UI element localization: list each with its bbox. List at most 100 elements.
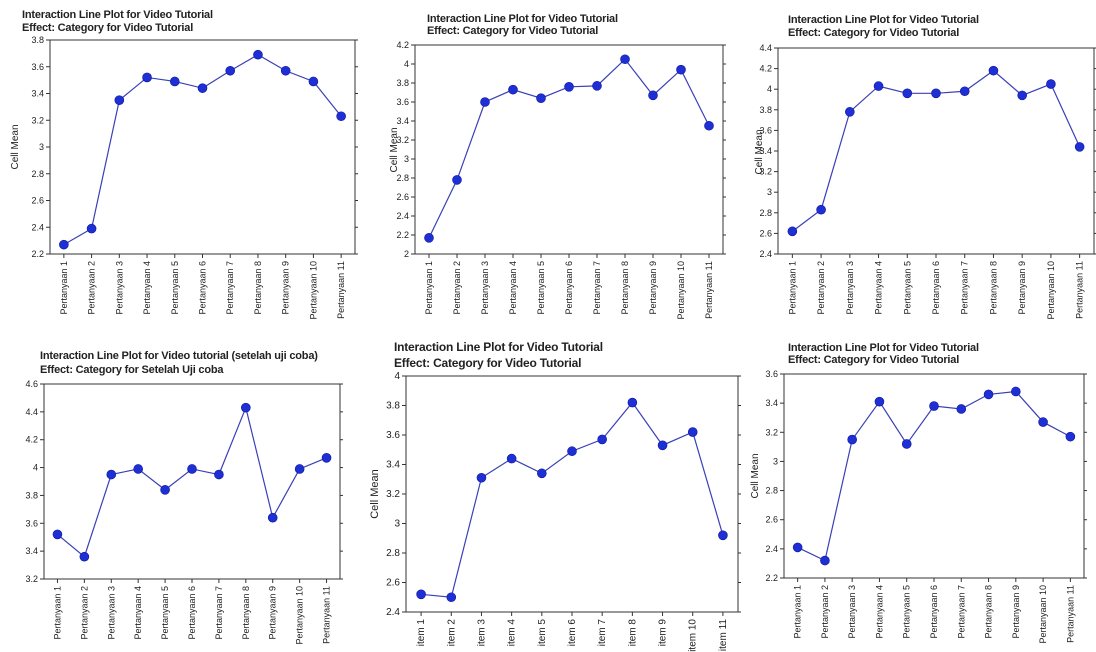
data-point — [225, 65, 236, 76]
data-point — [114, 95, 125, 105]
y-tick-label: 3 — [404, 154, 409, 164]
x-tick-label: Pertanyaan 2 — [79, 586, 89, 640]
x-tick-label: item 2 — [446, 619, 457, 647]
y-tick-label: 2.8 — [31, 169, 44, 179]
x-tick-label: Pertanyaan 1 — [52, 586, 62, 640]
data-point — [704, 120, 714, 131]
data-point — [929, 401, 939, 411]
data-point — [792, 542, 803, 553]
x-tick-label: Pertanyaan 11 — [336, 261, 346, 319]
x-tick-label: Pertanyaan 4 — [508, 261, 518, 315]
data-point — [160, 485, 170, 495]
x-tick-label: Pertanyaan 2 — [452, 261, 462, 315]
y-tick-label: 3.4 — [25, 546, 38, 556]
chart-svg: 2.4 2.6 2.8 3 3.2 3.4 3.6 3.8 4 4.2 4.4 Pertanyaan … — [754, 43, 1096, 320]
series-line — [421, 401, 724, 598]
data-point — [687, 427, 698, 437]
x-tick-label: Pertanyaan 7 — [225, 261, 235, 315]
y-tick-label: 2.2 — [765, 573, 778, 583]
x-tick-label: Pertanyaan 10 — [676, 261, 686, 320]
data-point — [214, 469, 224, 480]
y-tick-label: 2.4 — [386, 607, 400, 618]
y-axis-label: Cell Mean — [754, 129, 765, 174]
data-point — [1074, 142, 1085, 152]
x-tick-label: Pertanyaan 6 — [187, 586, 197, 640]
x-tick-label: item 4 — [507, 619, 518, 647]
y-axis-label: Cell Mean — [389, 127, 400, 172]
y-tick-label: 3.8 — [25, 490, 38, 500]
x-tick-label: Pertanyaan 9 — [648, 261, 658, 315]
chart-panel-2: Interaction Line Plot for Video Tutorial… — [365, 0, 730, 336]
data-point — [308, 76, 319, 87]
x-tick-label: Pertanyaan 1 — [793, 585, 803, 639]
x-tick-label: Pertanyaan 2 — [820, 585, 830, 639]
x-tick-label: Pertanyaan 3 — [845, 261, 855, 315]
y-tick-label: 2.6 — [396, 192, 409, 202]
y-tick-label: 3.2 — [396, 135, 409, 145]
chart-panel-1: Interaction Line Plot for Video Tutorial… — [0, 0, 360, 336]
data-point — [537, 468, 547, 479]
y-tick-label: 3.6 — [25, 518, 38, 528]
chart-subtitle: Effect: Category for Setelah Uji coba — [40, 364, 224, 376]
data-point — [187, 464, 197, 474]
data-point — [294, 464, 305, 474]
y-tick-label: 4.6 — [25, 379, 38, 389]
x-tick-label: Pertanyaan 6 — [931, 261, 941, 315]
x-tick-label: Pertanyaan 11 — [1065, 585, 1075, 643]
data-point — [902, 88, 913, 99]
data-point — [816, 204, 826, 215]
data-point — [508, 84, 518, 95]
y-tick-label: 2 — [404, 249, 409, 259]
y-tick-label: 3.4 — [759, 146, 772, 156]
data-point — [476, 472, 487, 483]
y-tick-label: 2.4 — [31, 222, 44, 232]
data-point — [931, 88, 941, 99]
chart-svg: 2.4 2.6 2.8 3 3.2 3.4 3.6 3.8 4 item 1 item 2 item … — [369, 371, 741, 652]
data-point — [416, 589, 426, 600]
y-tick-label: 2.6 — [31, 196, 44, 206]
y-tick-label: 3.6 — [396, 97, 409, 107]
data-point — [253, 49, 263, 60]
plot-frame — [49, 39, 356, 255]
chart-title: Interaction Line Plot for Video Tutorial — [427, 13, 618, 25]
chart-title: Interaction Line Plot for Video Tutorial — [394, 340, 603, 354]
x-tick-label: Pertanyaan 6 — [564, 261, 574, 315]
data-point — [59, 239, 69, 250]
data-point — [142, 72, 152, 83]
x-tick-label: Pertanyaan 9 — [1017, 261, 1027, 315]
x-tick-label: Pertanyaan 4 — [133, 586, 143, 640]
chart-svg: 2.2 2.4 2.6 2.8 3 3.2 3.4 3.6 3.8 Pertanyaan 1 Per… — [10, 35, 358, 320]
series-line — [63, 54, 342, 246]
x-tick-label: Pertanyaan 6 — [929, 585, 939, 639]
data-point — [267, 512, 278, 523]
chart-panel-4: Interaction Line Plot for Video tutorial… — [0, 340, 360, 652]
x-tick-label: Pertanyaan 5 — [170, 261, 180, 315]
data-point — [874, 396, 885, 407]
y-tick-label: 2.6 — [759, 228, 772, 238]
y-tick-label: 3.4 — [765, 398, 778, 408]
x-tick-label: item 5 — [537, 619, 548, 647]
x-tick-label: Pertanyaan 10 — [1046, 261, 1056, 320]
x-tick-label: Pertanyaan 1 — [787, 261, 797, 315]
data-point — [506, 453, 517, 464]
x-tick-label: Pertanyaan 9 — [1011, 585, 1021, 639]
y-tick-label: 2.8 — [759, 208, 772, 218]
chart-title: Interaction Line Plot for Video Tutorial — [788, 342, 979, 354]
y-tick-label: 3.2 — [386, 489, 400, 500]
data-point — [169, 76, 180, 87]
chart-panel-5: Interaction Line Plot for Video Tutorial… — [362, 336, 742, 652]
plot-frame — [405, 375, 739, 613]
chart-panel-6: Interaction Line Plot for Video Tutorial… — [744, 336, 1096, 652]
x-tick-label: Pertanyaan 11 — [322, 586, 332, 644]
chart-title: Interaction Line Plot for Video Tutorial — [22, 9, 213, 21]
x-tick-label: Pertanyaan 6 — [198, 261, 208, 315]
y-axis-label: Cell Mean — [750, 453, 761, 498]
data-point — [567, 446, 577, 457]
y-tick-label: 2.6 — [386, 578, 400, 589]
chart-subtitle: Effect: Category for Video Tutorial — [22, 22, 194, 34]
x-tick-label: Pertanyaan 1 — [59, 261, 69, 315]
plot-frame — [414, 44, 724, 255]
x-tick-label: Pertanyaan 5 — [536, 261, 546, 315]
x-tick-label: Pertanyaan 8 — [241, 586, 251, 640]
series-line — [797, 390, 1071, 562]
